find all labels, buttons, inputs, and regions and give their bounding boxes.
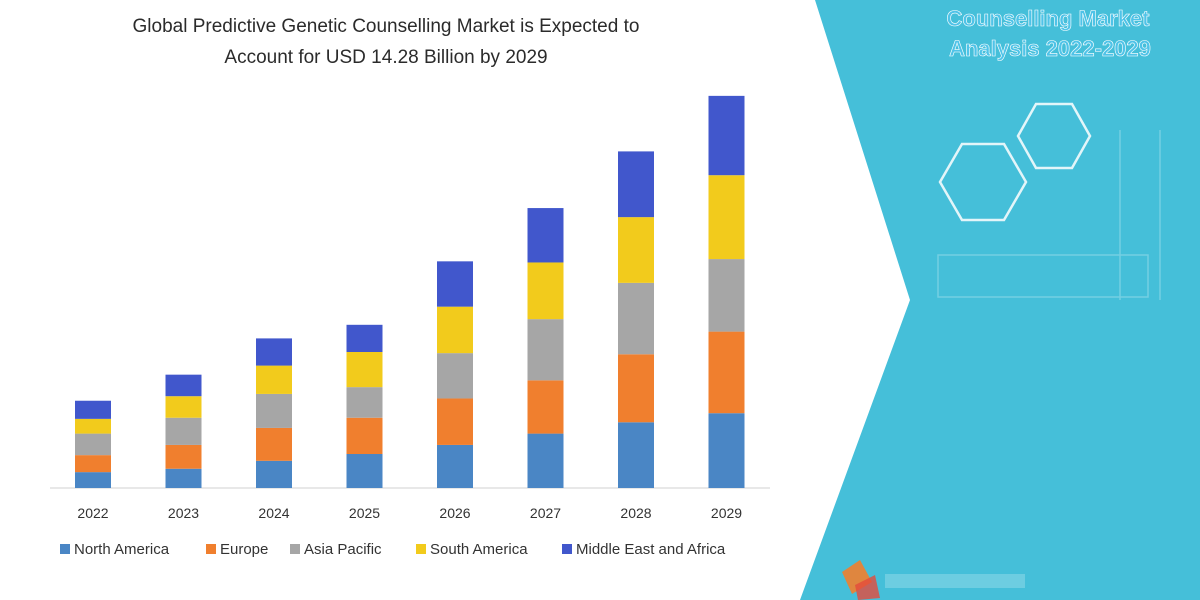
bar-segment-2026-asia-pacific: [437, 353, 473, 399]
x-tick-label: 2029: [711, 505, 742, 521]
bar-segment-2027-south-america: [527, 262, 564, 320]
bar-segment-2022-asia-pacific: [75, 433, 111, 456]
bar-segment-2029-europe: [708, 331, 745, 414]
x-tick-label: 2027: [530, 505, 561, 521]
bar-segment-2028-europe: [618, 354, 654, 423]
chart-title-line-2: Account for USD 14.28 Billion by 2029: [224, 47, 547, 68]
legend-swatch-south-america: [416, 544, 426, 554]
legend-label-asia-pacific: Asia Pacific: [304, 541, 382, 558]
bar-segment-2028-middle-east-and-africa: [618, 151, 654, 218]
bar-segment-2029-asia-pacific: [708, 259, 745, 332]
legend-swatch-asia-pacific: [290, 544, 300, 554]
legend-label-north-america: North America: [74, 541, 170, 558]
bar-segment-2027-asia-pacific: [527, 319, 564, 381]
bar-segment-2026-north-america: [437, 444, 473, 488]
side-panel-background: [800, 0, 1200, 600]
x-tick-label: 2025: [349, 505, 380, 521]
bar-segment-2025-south-america: [346, 352, 383, 388]
faint-panel-graphics: [937, 130, 1161, 300]
bar-segment-2024-north-america: [256, 460, 292, 488]
legend: North America Europe Asia Pacific South Ame…: [60, 541, 726, 558]
legend-swatch-middle-east-and-africa: [562, 544, 572, 554]
bar-segment-2027-europe: [527, 380, 564, 434]
bar-segment-2025-asia-pacific: [346, 387, 383, 418]
bar-segment-2027-middle-east-and-africa: [527, 208, 564, 263]
side-panel-title-line-2: Analysis 2022-2029: [949, 36, 1151, 61]
bar-segment-2024-south-america: [256, 365, 292, 394]
bar-segment-2026-middle-east-and-africa: [437, 261, 473, 307]
brand-logo: [842, 560, 1025, 600]
x-axis-tick-labels: 2022 2023 2024 2025 2026 2027 2028 2029: [77, 505, 742, 521]
bar-segment-2029-north-america: [708, 413, 745, 488]
bar-segment-2022-middle-east-and-africa: [75, 400, 111, 419]
bar-segment-2029-middle-east-and-africa: [708, 95, 745, 176]
bar-segment-2023-north-america: [165, 468, 202, 488]
bar-stacks: [75, 95, 745, 488]
bar-segment-2026-europe: [437, 398, 473, 445]
bar-segment-2022-south-america: [75, 418, 111, 434]
bar-segment-2023-europe: [165, 444, 202, 469]
bar-segment-2023-south-america: [165, 396, 202, 418]
bar-segment-2026-south-america: [437, 306, 473, 354]
legend-label-europe: Europe: [220, 541, 268, 558]
bar-segment-2028-asia-pacific: [618, 282, 654, 355]
x-tick-label: 2026: [439, 505, 470, 521]
bar-segment-2022-north-america: [75, 472, 111, 488]
legend-label-middle-east-and-africa: Middle East and Africa: [576, 541, 726, 558]
legend-swatch-europe: [206, 544, 216, 554]
bar-segment-2022-europe: [75, 455, 111, 473]
bar-segment-2023-asia-pacific: [165, 417, 202, 445]
bar-segment-2028-south-america: [618, 217, 654, 283]
hexagon-icon: [938, 102, 1092, 222]
legend-label-south-america: South America: [430, 541, 528, 558]
bar-segment-2024-asia-pacific: [256, 393, 292, 428]
x-tick-label: 2028: [620, 505, 651, 521]
bar-segment-2027-north-america: [527, 433, 564, 488]
side-panel-title-line-1: Counselling Market: [947, 6, 1151, 31]
bar-segment-2023-middle-east-and-africa: [165, 374, 202, 397]
bar-segment-2025-europe: [346, 417, 383, 454]
bar-segment-2028-north-america: [618, 422, 654, 488]
bar-segment-2029-south-america: [708, 175, 745, 260]
x-tick-label: 2024: [258, 505, 289, 521]
bar-segment-2025-middle-east-and-africa: [346, 324, 383, 352]
chart-title-line-1: Global Predictive Genetic Counselling Ma…: [133, 16, 640, 37]
x-tick-label: 2023: [168, 505, 199, 521]
bar-segment-2025-north-america: [346, 454, 383, 488]
side-panel: Counselling Market Analysis 2022-2029: [800, 0, 1200, 600]
legend-swatch-north-america: [60, 544, 70, 554]
bar-segment-2024-middle-east-and-africa: [256, 338, 292, 366]
x-tick-label: 2022: [77, 505, 108, 521]
bar-segment-2024-europe: [256, 427, 292, 461]
